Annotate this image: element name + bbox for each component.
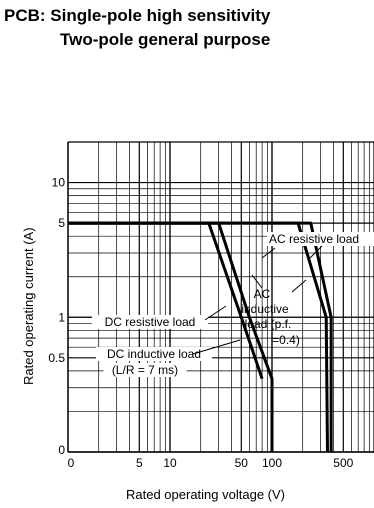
load-curves bbox=[68, 221, 333, 453]
chart-title-line1: PCB: Single-pole high sensitivity bbox=[4, 6, 271, 25]
y-tick-label: 1 bbox=[58, 310, 65, 324]
x-tick-label: 100 bbox=[262, 456, 282, 470]
x-tick-label: 10 bbox=[163, 456, 177, 470]
tick-labels: 0 5 10 50 100 500 0 0.5 1 5 10 bbox=[48, 176, 353, 470]
leader-line bbox=[261, 247, 276, 259]
annotation-backdrop bbox=[91, 315, 209, 329]
annotation-label: DC resistive load bbox=[105, 315, 196, 329]
annotation-backdrop bbox=[95, 347, 213, 361]
annotation-backdrop bbox=[267, 232, 374, 246]
x-axis-label: Rated operating voltage (V) bbox=[126, 487, 285, 502]
y-tick-label: 0 bbox=[58, 443, 65, 457]
y-tick-label: 5 bbox=[58, 216, 65, 230]
chart-title-line2: Two-pole general purpose bbox=[60, 30, 271, 49]
leader-line bbox=[309, 245, 323, 259]
annotation-backdrop bbox=[103, 363, 187, 377]
y-axis-label: Rated operating current (A) bbox=[21, 227, 36, 385]
annotation-label: (L/R = 7 ms) bbox=[112, 363, 178, 377]
annotation-label: AC resistive load bbox=[269, 232, 359, 246]
annotation-label: load (p.f. bbox=[245, 317, 292, 331]
leader-line bbox=[251, 274, 263, 289]
x-tick-label: 50 bbox=[235, 456, 249, 470]
annotation-label: AC bbox=[254, 287, 271, 301]
chart-axes bbox=[67, 141, 374, 453]
leader-line bbox=[291, 279, 307, 293]
leader-line bbox=[204, 305, 227, 321]
y-tick-label: 10 bbox=[52, 176, 66, 190]
annotation-label: =0.4) bbox=[272, 333, 300, 347]
x-tick-label: 0 bbox=[68, 456, 75, 470]
annotation-label: DC inductive load bbox=[107, 347, 201, 361]
annotation-label: inductive bbox=[241, 302, 289, 316]
y-tick-label: 0.5 bbox=[48, 351, 65, 365]
series-line-4 bbox=[68, 221, 329, 453]
leader-line bbox=[192, 339, 241, 355]
x-tick-label: 500 bbox=[333, 456, 353, 470]
x-tick-label: 5 bbox=[136, 456, 143, 470]
